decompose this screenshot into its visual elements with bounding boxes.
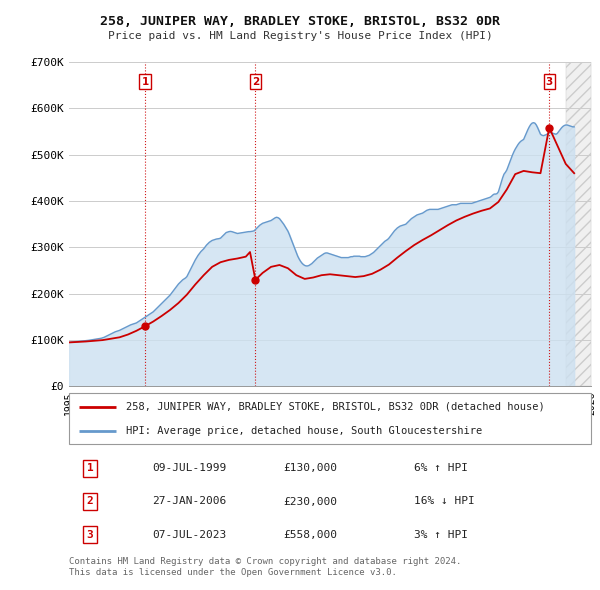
Text: Contains HM Land Registry data © Crown copyright and database right 2024.
This d: Contains HM Land Registry data © Crown c… <box>69 558 461 577</box>
Text: 16% ↓ HPI: 16% ↓ HPI <box>413 497 474 506</box>
Text: 27-JAN-2006: 27-JAN-2006 <box>152 497 227 506</box>
FancyBboxPatch shape <box>69 394 591 444</box>
Text: 3: 3 <box>86 530 93 540</box>
Text: 09-JUL-1999: 09-JUL-1999 <box>152 463 227 473</box>
Text: 6% ↑ HPI: 6% ↑ HPI <box>413 463 467 473</box>
Text: 3: 3 <box>545 77 553 87</box>
Text: £230,000: £230,000 <box>283 497 337 506</box>
Text: £130,000: £130,000 <box>283 463 337 473</box>
Text: 2: 2 <box>252 77 259 87</box>
Text: £558,000: £558,000 <box>283 530 337 540</box>
Text: 2: 2 <box>86 497 93 506</box>
Text: HPI: Average price, detached house, South Gloucestershire: HPI: Average price, detached house, Sout… <box>127 426 482 436</box>
Text: 1: 1 <box>86 463 93 473</box>
Text: 258, JUNIPER WAY, BRADLEY STOKE, BRISTOL, BS32 0DR: 258, JUNIPER WAY, BRADLEY STOKE, BRISTOL… <box>100 15 500 28</box>
Text: 07-JUL-2023: 07-JUL-2023 <box>152 530 227 540</box>
Text: 258, JUNIPER WAY, BRADLEY STOKE, BRISTOL, BS32 0DR (detached house): 258, JUNIPER WAY, BRADLEY STOKE, BRISTOL… <box>127 402 545 412</box>
Text: 3% ↑ HPI: 3% ↑ HPI <box>413 530 467 540</box>
Text: 1: 1 <box>142 77 149 87</box>
Text: Price paid vs. HM Land Registry's House Price Index (HPI): Price paid vs. HM Land Registry's House … <box>107 31 493 41</box>
